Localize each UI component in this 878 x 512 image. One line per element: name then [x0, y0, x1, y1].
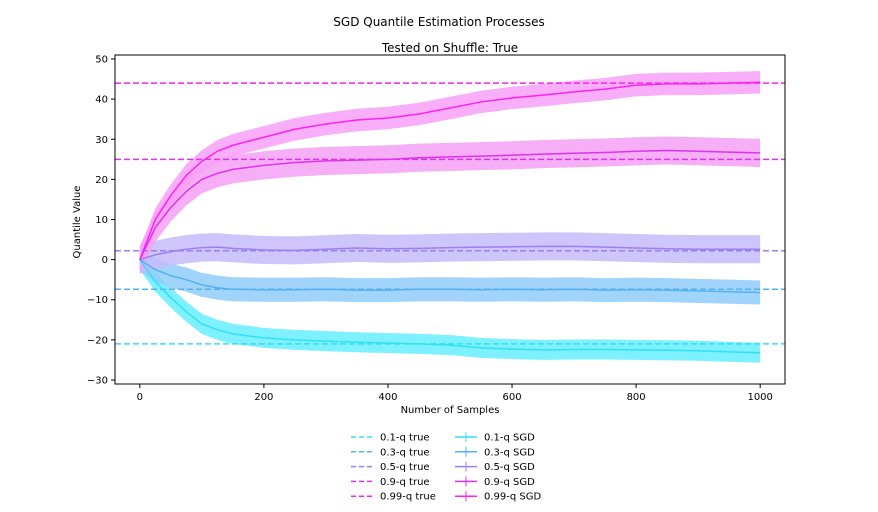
y-tick-label: −20	[87, 335, 108, 346]
x-tick-label: 800	[627, 392, 646, 403]
x-tick-label: 0	[137, 392, 143, 403]
legend-label-0-1-q-sgd: 0.1-q SGD	[484, 433, 535, 444]
y-tick-label: −10	[87, 295, 108, 306]
series-line-0-1-q-sgd	[139, 259, 761, 354]
series-line-0-3-q-sgd	[139, 258, 761, 294]
legend-label-0-1-q-true: 0.1-q true	[380, 433, 430, 444]
legend-label-0-9-q-true: 0.9-q true	[380, 477, 430, 488]
y-tick-label: 50	[95, 55, 108, 66]
chart-title: SGD Quantile Estimation Processes	[333, 15, 544, 29]
x-axis: 0 200 400 600 800 1000	[137, 384, 773, 403]
legend-label-0-5-q-sgd: 0.5-q SGD	[484, 462, 535, 473]
series-line-0-99-q-sgd	[139, 81, 761, 260]
x-tick-label: 600	[502, 392, 521, 403]
plot-area	[115, 71, 785, 363]
y-tick-label: 20	[95, 175, 108, 186]
band-0-9-q-sgd	[139, 136, 761, 274]
legend-label-0-5-q-true: 0.5-q true	[380, 462, 430, 473]
legend-label-0-99-q-sgd: 0.99-q SGD	[484, 492, 541, 503]
series-line-0-9-q-sgd	[139, 149, 761, 260]
legend-label-0-3-q-true: 0.3-q true	[380, 447, 430, 458]
legend-label-0-3-q-sgd: 0.3-q SGD	[484, 447, 535, 458]
x-tick-label: 400	[378, 392, 397, 403]
band-0-99-q-sgd	[139, 71, 761, 271]
x-tick-label: 200	[254, 392, 273, 403]
band-0-1-q-sgd	[139, 249, 761, 363]
y-tick-label: 10	[95, 215, 108, 226]
band-0-5-q-sgd	[139, 232, 761, 274]
y-axis-label: Quantile Value	[72, 186, 83, 259]
y-tick-label: −30	[87, 375, 108, 386]
legend-label-0-9-q-sgd: 0.9-q SGD	[484, 477, 535, 488]
x-tick-label: 1000	[747, 392, 772, 403]
y-axis: −30 −20 −10 0 10 20 30 40 50	[87, 55, 115, 386]
x-axis-label: Number of Samples	[401, 405, 500, 416]
y-tick-label: 30	[95, 135, 108, 146]
chart-subtitle: Tested on Shuffle: True	[381, 41, 518, 55]
y-tick-label: 0	[102, 255, 108, 266]
y-tick-label: 40	[95, 95, 108, 106]
legend-label-0-99-q-true: 0.99-q true	[380, 492, 436, 503]
series-line-0-5-q-sgd	[139, 245, 761, 261]
legend: 0.1-q true 0.3-q true 0.5-q true 0.9-q true…	[351, 432, 541, 503]
